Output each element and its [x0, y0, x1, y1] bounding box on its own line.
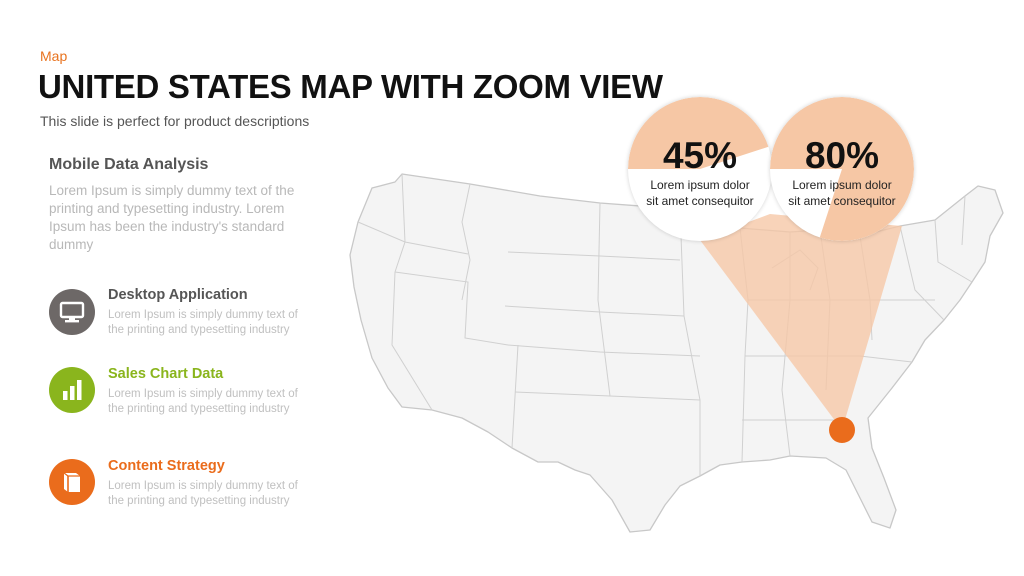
stat-value-1: 45% — [662, 135, 738, 176]
stat-pie-1 — [628, 97, 769, 169]
monitor-icon — [49, 289, 95, 335]
slide-subtitle: This slide is perfect for product descri… — [40, 113, 310, 129]
stat-pie-2 — [770, 97, 914, 241]
feature-title-sales-chart-data: Sales Chart Data — [108, 366, 224, 382]
zoom-beam — [700, 214, 902, 430]
section-heading: Mobile Data Analysis — [49, 156, 209, 173]
slide-title: UNITED STATES MAP WITH ZOOM VIEW — [38, 68, 663, 105]
stat-value-2: 80% — [804, 135, 880, 176]
book-icon — [49, 459, 95, 505]
location-marker[interactable] — [829, 417, 855, 443]
feature-body-desktop-application: Lorem Ipsum is simply dummy text of the … — [108, 309, 298, 336]
feature-title-desktop-application: Desktop Application — [108, 287, 248, 303]
bar-chart-icon — [49, 367, 95, 413]
stat-caption-1-line1: Lorem ipsum dolor — [650, 178, 750, 192]
slide-eyebrow: Map — [40, 48, 68, 64]
stat-caption-2-line2: sit amet consequitor — [788, 194, 896, 208]
feature-body-content-strategy: Lorem Ipsum is simply dummy text of the … — [108, 480, 298, 507]
stat-caption-2-line1: Lorem ipsum dolor — [792, 178, 892, 192]
feature-body-sales-chart-data: Lorem Ipsum is simply dummy text of the … — [108, 388, 298, 415]
section-body: Lorem Ipsum is simply dummy text of the … — [49, 183, 295, 252]
stat-circle-1: 45% Lorem ipsum dolor sit amet consequit… — [628, 97, 772, 241]
stat-circle-2: 80% Lorem ipsum dolor sit amet consequit… — [770, 97, 914, 241]
feature-title-content-strategy: Content Strategy — [108, 458, 225, 474]
stat-caption-1-line2: sit amet consequitor — [646, 194, 754, 208]
us-map — [349, 173, 1004, 533]
